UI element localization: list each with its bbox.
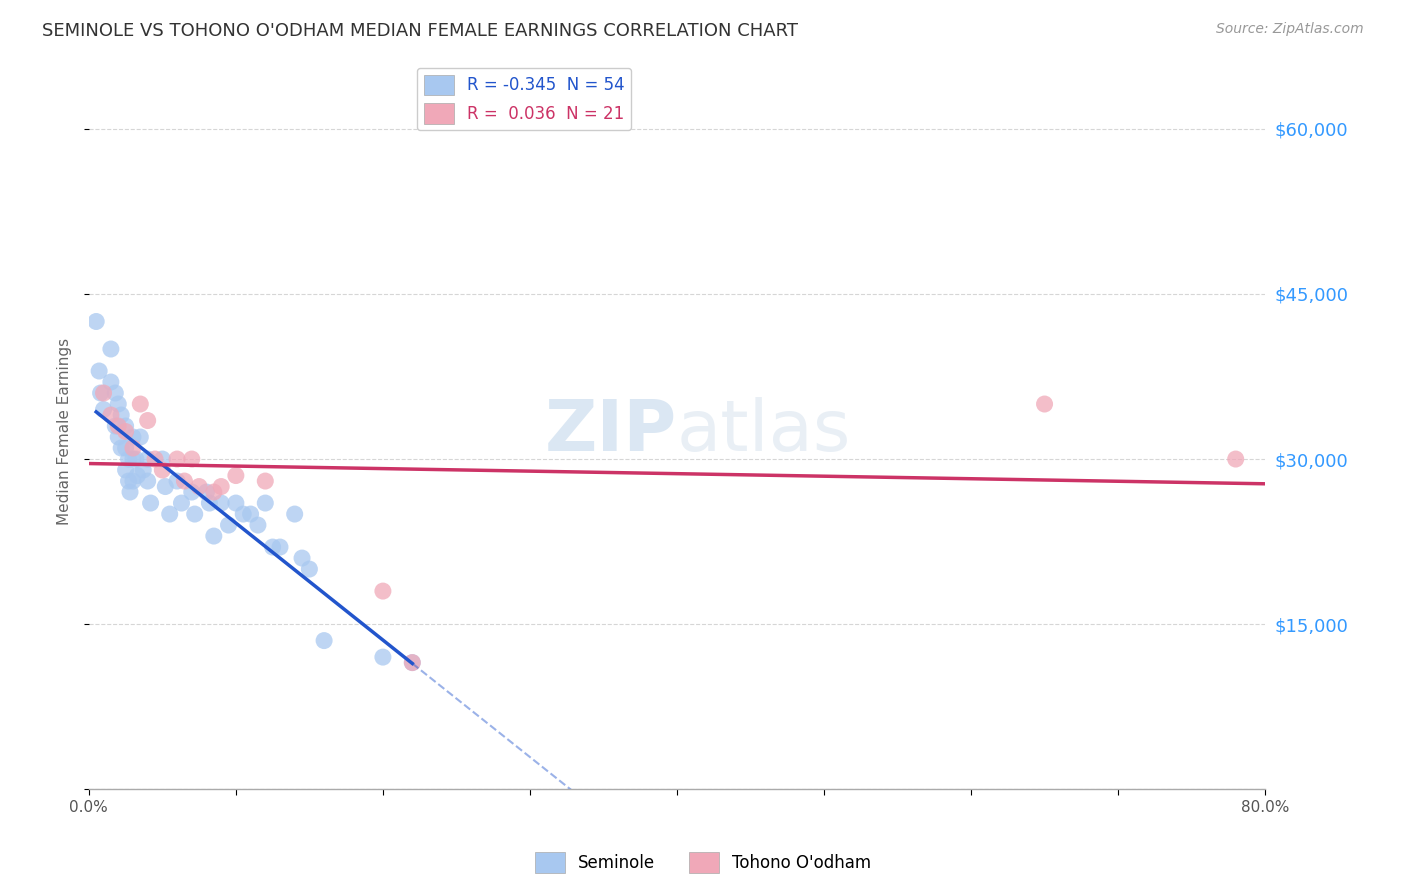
- Point: [114, 419, 136, 434]
- Point: [180, 452, 202, 467]
- Point: [173, 474, 195, 488]
- Point: [232, 507, 254, 521]
- Point: [136, 413, 159, 427]
- Point: [150, 463, 173, 477]
- Point: [155, 479, 177, 493]
- Point: [90, 386, 112, 401]
- Point: [114, 463, 136, 477]
- Point: [166, 452, 188, 467]
- Legend: Seminole, Tohono O'odham: Seminole, Tohono O'odham: [529, 846, 877, 880]
- Point: [122, 430, 145, 444]
- Point: [239, 507, 262, 521]
- Point: [110, 408, 132, 422]
- Point: [139, 496, 162, 510]
- Point: [166, 474, 188, 488]
- Point: [198, 496, 221, 510]
- Point: [89, 364, 111, 378]
- Point: [127, 468, 149, 483]
- Point: [180, 485, 202, 500]
- Point: [125, 452, 148, 467]
- Point: [202, 529, 225, 543]
- Point: [298, 562, 321, 576]
- Point: [314, 633, 336, 648]
- Point: [254, 474, 277, 488]
- Point: [114, 425, 136, 439]
- Point: [122, 452, 145, 467]
- Point: [100, 408, 122, 422]
- Point: [107, 397, 129, 411]
- Point: [218, 518, 240, 533]
- Point: [170, 496, 193, 510]
- Point: [269, 540, 291, 554]
- Point: [122, 474, 145, 488]
- Point: [117, 474, 139, 488]
- Point: [1225, 452, 1247, 467]
- Point: [129, 430, 152, 444]
- Point: [225, 468, 247, 483]
- Point: [84, 314, 107, 328]
- Point: [262, 540, 284, 554]
- Point: [401, 656, 423, 670]
- Point: [143, 452, 166, 467]
- Text: SEMINOLE VS TOHONO O'ODHAM MEDIAN FEMALE EARNINGS CORRELATION CHART: SEMINOLE VS TOHONO O'ODHAM MEDIAN FEMALE…: [42, 22, 799, 40]
- Point: [150, 452, 173, 467]
- Point: [129, 397, 152, 411]
- Legend: R = -0.345  N = 54, R =  0.036  N = 21: R = -0.345 N = 54, R = 0.036 N = 21: [418, 68, 631, 130]
- Point: [284, 507, 307, 521]
- Point: [136, 452, 159, 467]
- Point: [291, 551, 314, 566]
- Point: [107, 419, 129, 434]
- Y-axis label: Median Female Earnings: Median Female Earnings: [58, 338, 72, 525]
- Text: atlas: atlas: [676, 397, 852, 466]
- Point: [100, 375, 122, 389]
- Text: ZIP: ZIP: [544, 397, 676, 466]
- Point: [93, 402, 115, 417]
- Point: [401, 656, 423, 670]
- Point: [209, 496, 232, 510]
- Point: [246, 518, 269, 533]
- Point: [114, 441, 136, 455]
- Point: [122, 441, 145, 455]
- Point: [195, 485, 218, 500]
- Point: [118, 485, 141, 500]
- Point: [225, 496, 247, 510]
- Point: [104, 419, 127, 434]
- Point: [117, 452, 139, 467]
- Point: [202, 485, 225, 500]
- Point: [100, 342, 122, 356]
- Point: [183, 507, 205, 521]
- Point: [254, 496, 277, 510]
- Text: Source: ZipAtlas.com: Source: ZipAtlas.com: [1216, 22, 1364, 37]
- Point: [209, 479, 232, 493]
- Point: [136, 474, 159, 488]
- Point: [371, 650, 394, 665]
- Point: [159, 507, 181, 521]
- Point: [110, 441, 132, 455]
- Point: [93, 386, 115, 401]
- Point: [132, 463, 155, 477]
- Point: [188, 479, 211, 493]
- Point: [1033, 397, 1056, 411]
- Point: [107, 430, 129, 444]
- Point: [371, 584, 394, 599]
- Point: [104, 386, 127, 401]
